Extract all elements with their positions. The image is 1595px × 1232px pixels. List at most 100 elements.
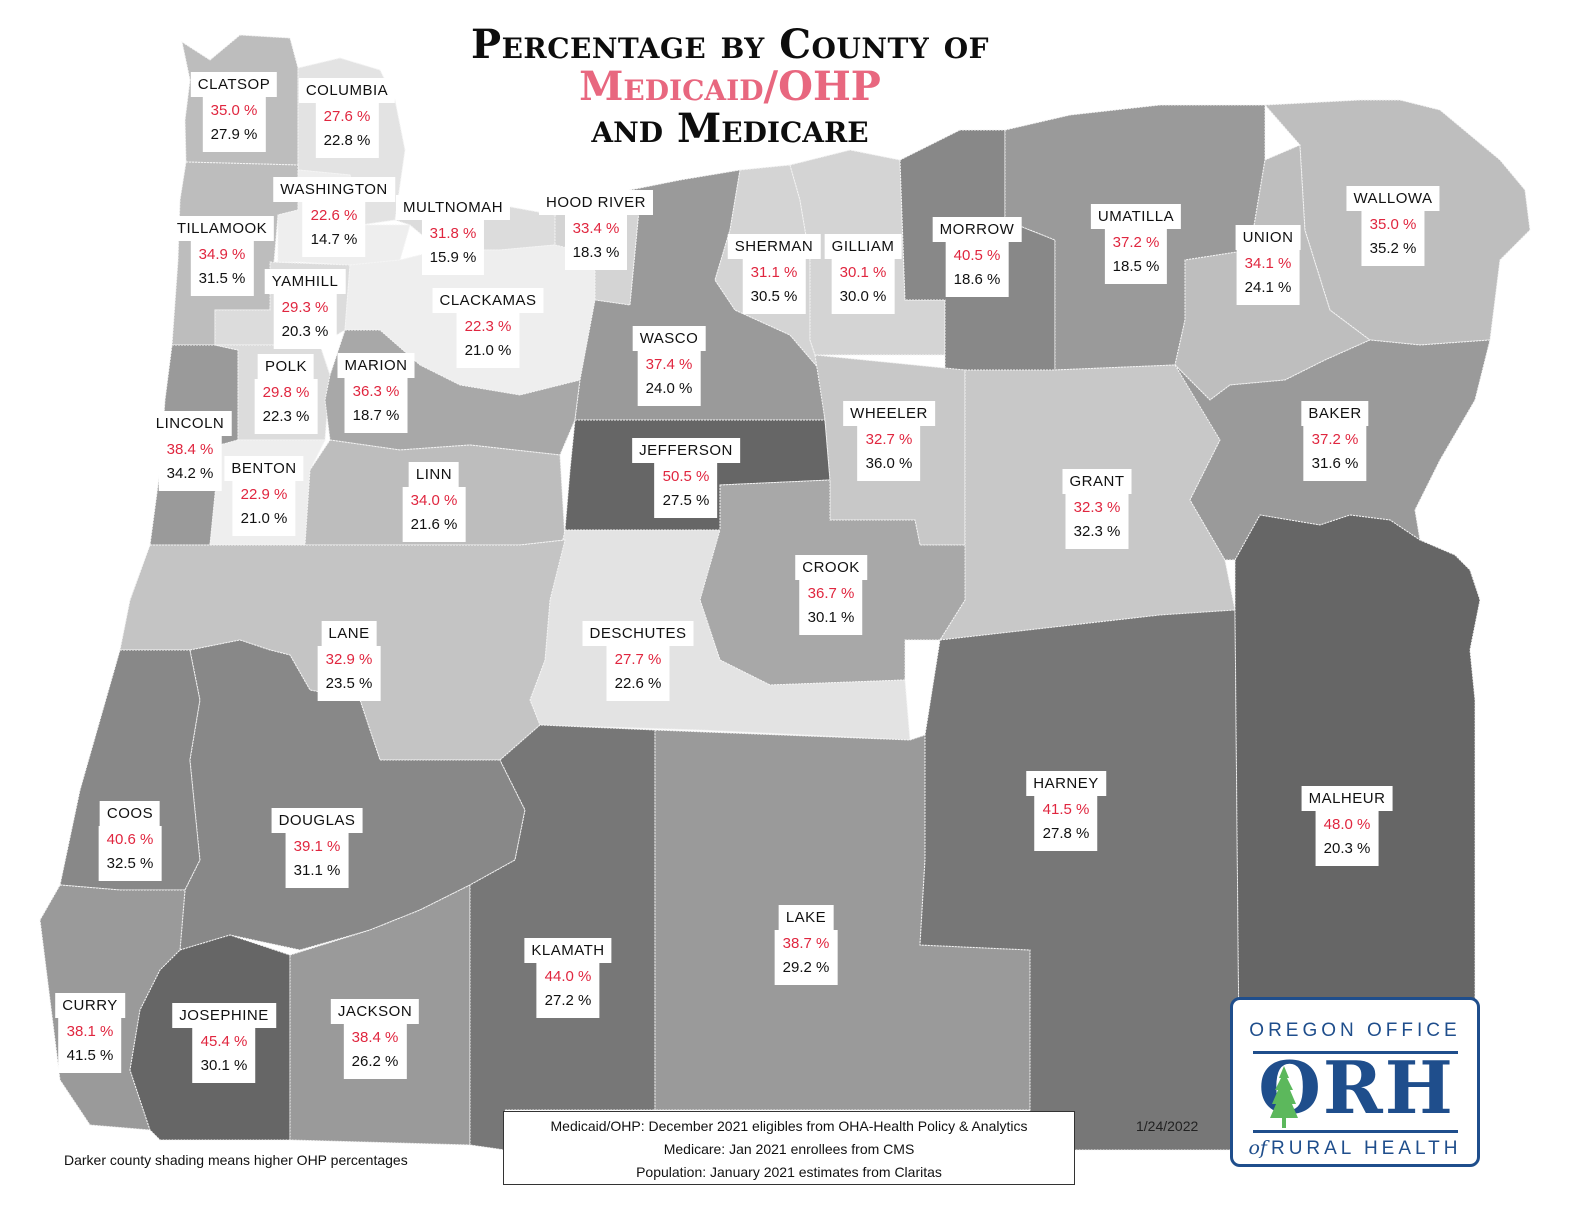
map-title: Percentage by County of Medicaid/OHP and… <box>420 24 1040 150</box>
medicare-percent: 18.5 % <box>1112 258 1160 275</box>
ohp-percent: 40.5 % <box>953 247 1001 264</box>
county-label-hood-river: HOOD RIVER 33.4 % 18.3 % <box>538 190 654 270</box>
county-name: UMATILLA <box>1090 204 1182 229</box>
ohp-percent: 40.6 % <box>106 831 154 848</box>
county-label-deschutes: DESCHUTES 27.7 % 22.6 % <box>582 621 694 701</box>
medicare-percent: 31.1 % <box>293 862 341 879</box>
ohp-percent: 38.7 % <box>782 935 830 952</box>
title-line-2: Medicaid/OHP <box>579 63 881 110</box>
medicare-percent: 32.5 % <box>106 855 154 872</box>
county-shape-douglas[interactable] <box>179 639 526 951</box>
county-label-lake: LAKE 38.7 % 29.2 % <box>774 905 838 985</box>
county-name: HARNEY <box>1026 771 1106 796</box>
county-label-wasco: WASCO 37.4 % 24.0 % <box>632 326 706 406</box>
ohp-percent: 36.7 % <box>807 585 855 602</box>
ohp-percent: 33.4 % <box>572 220 620 237</box>
medicare-percent: 15.9 % <box>429 249 477 266</box>
county-label-multnomah: MULTNOMAH 31.8 % 15.9 % <box>395 195 511 275</box>
county-label-columbia: COLUMBIA 27.6 % 22.8 % <box>298 78 396 158</box>
county-label-yamhill: YAMHILL 29.3 % 20.3 % <box>264 269 346 349</box>
county-label-grant: GRANT 32.3 % 32.3 % <box>1062 469 1132 549</box>
county-label-harney: HARNEY 41.5 % 27.8 % <box>1026 771 1106 851</box>
county-name: WASHINGTON <box>273 177 395 202</box>
orh-logo: OREGON OFFICE ORH of RURAL HEALTH <box>1230 997 1480 1167</box>
medicare-percent: 27.5 % <box>662 492 710 509</box>
ohp-percent: 29.8 % <box>262 384 310 401</box>
medicare-percent: 14.7 % <box>310 231 358 248</box>
title-line-1: Percentage by County of <box>471 21 989 68</box>
county-name: WALLOWA <box>1346 186 1440 211</box>
ohp-percent: 37.2 % <box>1311 431 1359 448</box>
medicare-percent: 29.2 % <box>782 959 830 976</box>
county-name: CROOK <box>795 555 867 580</box>
county-name: CLACKAMAS <box>432 288 544 313</box>
county-name: DOUGLAS <box>271 808 363 833</box>
county-name: UNION <box>1235 225 1301 250</box>
county-label-tillamook: TILLAMOOK 34.9 % 31.5 % <box>169 216 275 296</box>
county-name: MARION <box>337 353 415 378</box>
county-name: LANE <box>321 621 377 646</box>
source-medicare: Medicare: Jan 2021 enrollees from CMS <box>663 1141 915 1157</box>
logo-divider <box>1253 1051 1458 1054</box>
medicare-percent: 34.2 % <box>166 465 214 482</box>
medicare-percent: 27.2 % <box>544 992 592 1009</box>
ohp-percent: 32.3 % <box>1073 499 1121 516</box>
medicare-percent: 36.0 % <box>865 455 913 472</box>
county-label-lane: LANE 32.9 % 23.5 % <box>317 621 381 701</box>
county-shape-harney[interactable] <box>919 609 1241 1151</box>
ohp-percent: 48.0 % <box>1323 816 1371 833</box>
logo-top-text: OREGON OFFICE <box>1249 1020 1461 1041</box>
ohp-percent: 37.4 % <box>645 356 693 373</box>
source-medicaid: Medicaid/OHP: December 2021 eligibles fr… <box>550 1118 1028 1134</box>
ohp-percent: 27.6 % <box>323 108 371 125</box>
county-name: POLK <box>257 354 315 379</box>
ohp-percent: 39.1 % <box>293 838 341 855</box>
logo-divider <box>1253 1130 1458 1133</box>
ohp-percent: 36.3 % <box>352 383 400 400</box>
county-label-klamath: KLAMATH 44.0 % 27.2 % <box>524 938 612 1018</box>
medicare-percent: 31.5 % <box>198 270 246 287</box>
county-label-coos: COOS 40.6 % 32.5 % <box>98 801 162 881</box>
medicare-percent: 20.3 % <box>1323 840 1371 857</box>
county-label-umatilla: UMATILLA 37.2 % 18.5 % <box>1090 204 1182 284</box>
medicare-percent: 30.1 % <box>200 1057 248 1074</box>
ohp-percent: 37.2 % <box>1112 234 1160 251</box>
medicare-percent: 31.6 % <box>1311 455 1359 472</box>
medicare-percent: 26.2 % <box>351 1053 399 1070</box>
county-name: WASCO <box>632 326 706 351</box>
county-label-jefferson: JEFFERSON 50.5 % 27.5 % <box>632 438 740 518</box>
county-label-douglas: DOUGLAS 39.1 % 31.1 % <box>271 808 363 888</box>
county-label-wallowa: WALLOWA 35.0 % 35.2 % <box>1346 186 1440 266</box>
data-sources-box: Medicaid/OHP: December 2021 eligibles fr… <box>503 1111 1075 1185</box>
ohp-percent: 44.0 % <box>544 968 592 985</box>
ohp-percent: 22.9 % <box>240 486 288 503</box>
medicare-percent: 22.8 % <box>323 132 371 149</box>
county-label-polk: POLK 29.8 % 22.3 % <box>254 354 318 434</box>
title-line-3: and Medicare <box>591 105 869 152</box>
county-label-washington: WASHINGTON 22.6 % 14.7 % <box>273 177 395 257</box>
medicare-percent: 22.6 % <box>614 675 662 692</box>
ohp-percent: 32.9 % <box>325 651 373 668</box>
county-name: CLATSOP <box>190 72 278 97</box>
county-name: COLUMBIA <box>298 78 396 103</box>
ohp-percent: 27.7 % <box>614 651 662 668</box>
medicare-percent: 21.0 % <box>240 510 288 527</box>
county-name: LAKE <box>778 905 834 930</box>
medicare-percent: 30.5 % <box>750 288 798 305</box>
county-label-linn: LINN 34.0 % 21.6 % <box>402 462 466 542</box>
ohp-percent: 34.1 % <box>1244 255 1292 272</box>
county-label-sherman: SHERMAN 31.1 % 30.5 % <box>727 234 821 314</box>
ohp-percent: 31.8 % <box>429 225 477 242</box>
medicare-percent: 35.2 % <box>1369 240 1417 257</box>
medicare-percent: 30.1 % <box>807 609 855 626</box>
county-label-crook: CROOK 36.7 % 30.1 % <box>795 555 867 635</box>
ohp-percent: 31.1 % <box>750 264 798 281</box>
county-name: COOS <box>99 801 161 826</box>
medicare-percent: 23.5 % <box>325 675 373 692</box>
county-name: DESCHUTES <box>582 621 694 646</box>
county-name: GRANT <box>1062 469 1132 494</box>
ohp-percent: 32.7 % <box>865 431 913 448</box>
medicare-percent: 18.6 % <box>953 271 1001 288</box>
county-name: BAKER <box>1301 401 1369 426</box>
ohp-percent: 38.4 % <box>166 441 214 458</box>
